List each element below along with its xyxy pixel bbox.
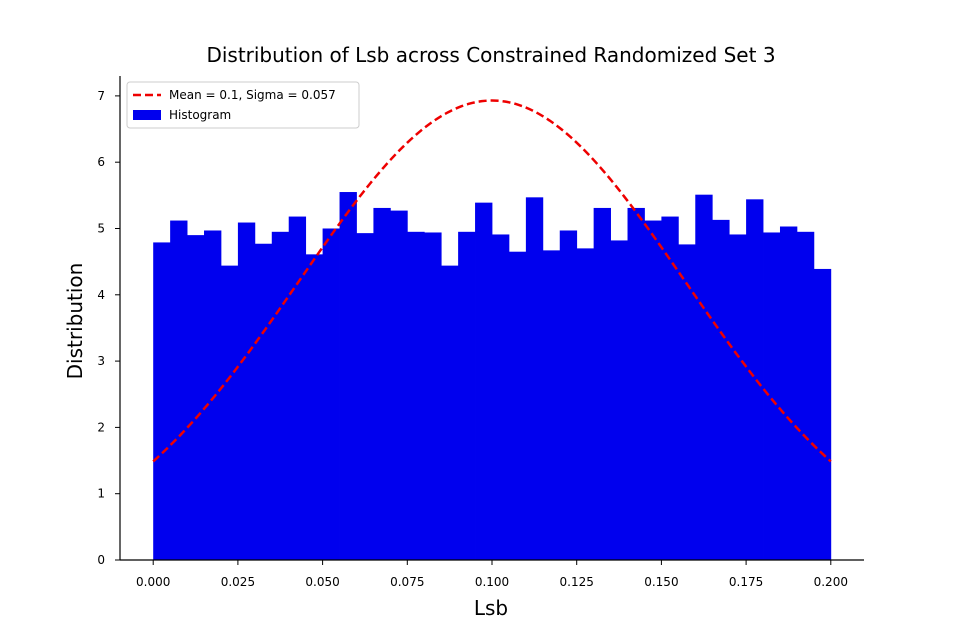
- x-tick-label: 0.175: [729, 575, 763, 589]
- histogram-bar: [559, 230, 578, 561]
- y-tick-label: 0: [97, 553, 105, 567]
- histogram-bar: [237, 222, 256, 560]
- histogram-bar: [187, 235, 205, 560]
- histogram-bar: [407, 231, 425, 560]
- legend-histogram-swatch: [133, 110, 161, 120]
- legend-box: [126, 81, 360, 129]
- histogram-bar: [390, 210, 408, 560]
- histogram-bar: [678, 244, 696, 560]
- histogram-bar: [458, 231, 476, 560]
- histogram-bar: [644, 220, 662, 561]
- y-axis-label: Distribution: [63, 263, 87, 380]
- histogram-bar: [271, 231, 290, 560]
- histogram-bar: [695, 194, 713, 560]
- y-tick-label: 2: [97, 420, 105, 434]
- histogram-bar: [661, 216, 679, 560]
- y-tick-label: 5: [97, 221, 105, 235]
- histogram-bar: [712, 219, 730, 560]
- x-tick-label: 0.200: [814, 575, 848, 589]
- histogram-bar: [746, 199, 764, 560]
- x-tick-label: 0.025: [221, 575, 255, 589]
- histogram-bar: [763, 232, 781, 560]
- legend: Mean = 0.1, Sigma = 0.057 Histogram: [126, 81, 360, 129]
- legend-histogram-label: Histogram: [169, 108, 231, 122]
- histogram-bar: [441, 265, 459, 560]
- histogram-bar: [576, 248, 595, 560]
- chart-title: Distribution of Lsb across Constrained R…: [206, 43, 775, 67]
- x-ticks: 0.000 0.025 0.050 0.075 0.100 0.125 0.150 0.175…: [136, 560, 848, 589]
- histogram-bar: [339, 192, 357, 560]
- histogram-bar: [170, 220, 188, 561]
- fit-curve: [152, 99, 832, 463]
- legend-fit-label: Mean = 0.1, Sigma = 0.057: [169, 88, 336, 102]
- histogram-bar: [373, 207, 391, 560]
- histogram-bar: [729, 234, 747, 560]
- x-tick-label: 0.075: [390, 575, 424, 589]
- histogram-bars: [153, 192, 832, 561]
- histogram-bar: [305, 254, 323, 560]
- x-tick-label: 0.125: [560, 575, 594, 589]
- y-tick-label: 6: [97, 155, 105, 169]
- histogram-bar: [153, 242, 171, 561]
- histogram-bar: [627, 207, 645, 560]
- histogram-bar: [220, 265, 239, 560]
- x-axis-label: Lsb: [474, 596, 508, 620]
- histogram-bar: [813, 268, 832, 560]
- histogram-bar: [610, 240, 628, 560]
- histogram-bar: [254, 243, 273, 561]
- histogram-bar: [356, 233, 374, 560]
- histogram-bar: [593, 207, 611, 560]
- y-tick-label: 4: [97, 288, 105, 302]
- x-tick-label: 0.100: [475, 575, 509, 589]
- histogram-bar: [542, 250, 561, 560]
- y-tick-label: 1: [97, 487, 105, 501]
- histogram-bar: [424, 232, 442, 560]
- histogram-bar: [492, 234, 510, 560]
- histogram-bar: [475, 202, 493, 560]
- x-tick-label: 0.000: [136, 575, 170, 589]
- histogram-bar: [508, 251, 527, 560]
- histogram-bar: [796, 231, 815, 560]
- histogram-bar: [322, 228, 340, 561]
- histogram-bar: [204, 230, 222, 561]
- histogram-bar: [779, 226, 798, 560]
- y-tick-label: 3: [97, 354, 105, 368]
- x-tick-label: 0.150: [644, 575, 678, 589]
- x-tick-label: 0.050: [305, 575, 339, 589]
- histogram-bar: [288, 216, 307, 560]
- y-tick-label: 7: [97, 89, 105, 103]
- histogram-bar: [525, 197, 544, 560]
- y-ticks: 0 1 2 3 4 5 6 7: [97, 89, 120, 567]
